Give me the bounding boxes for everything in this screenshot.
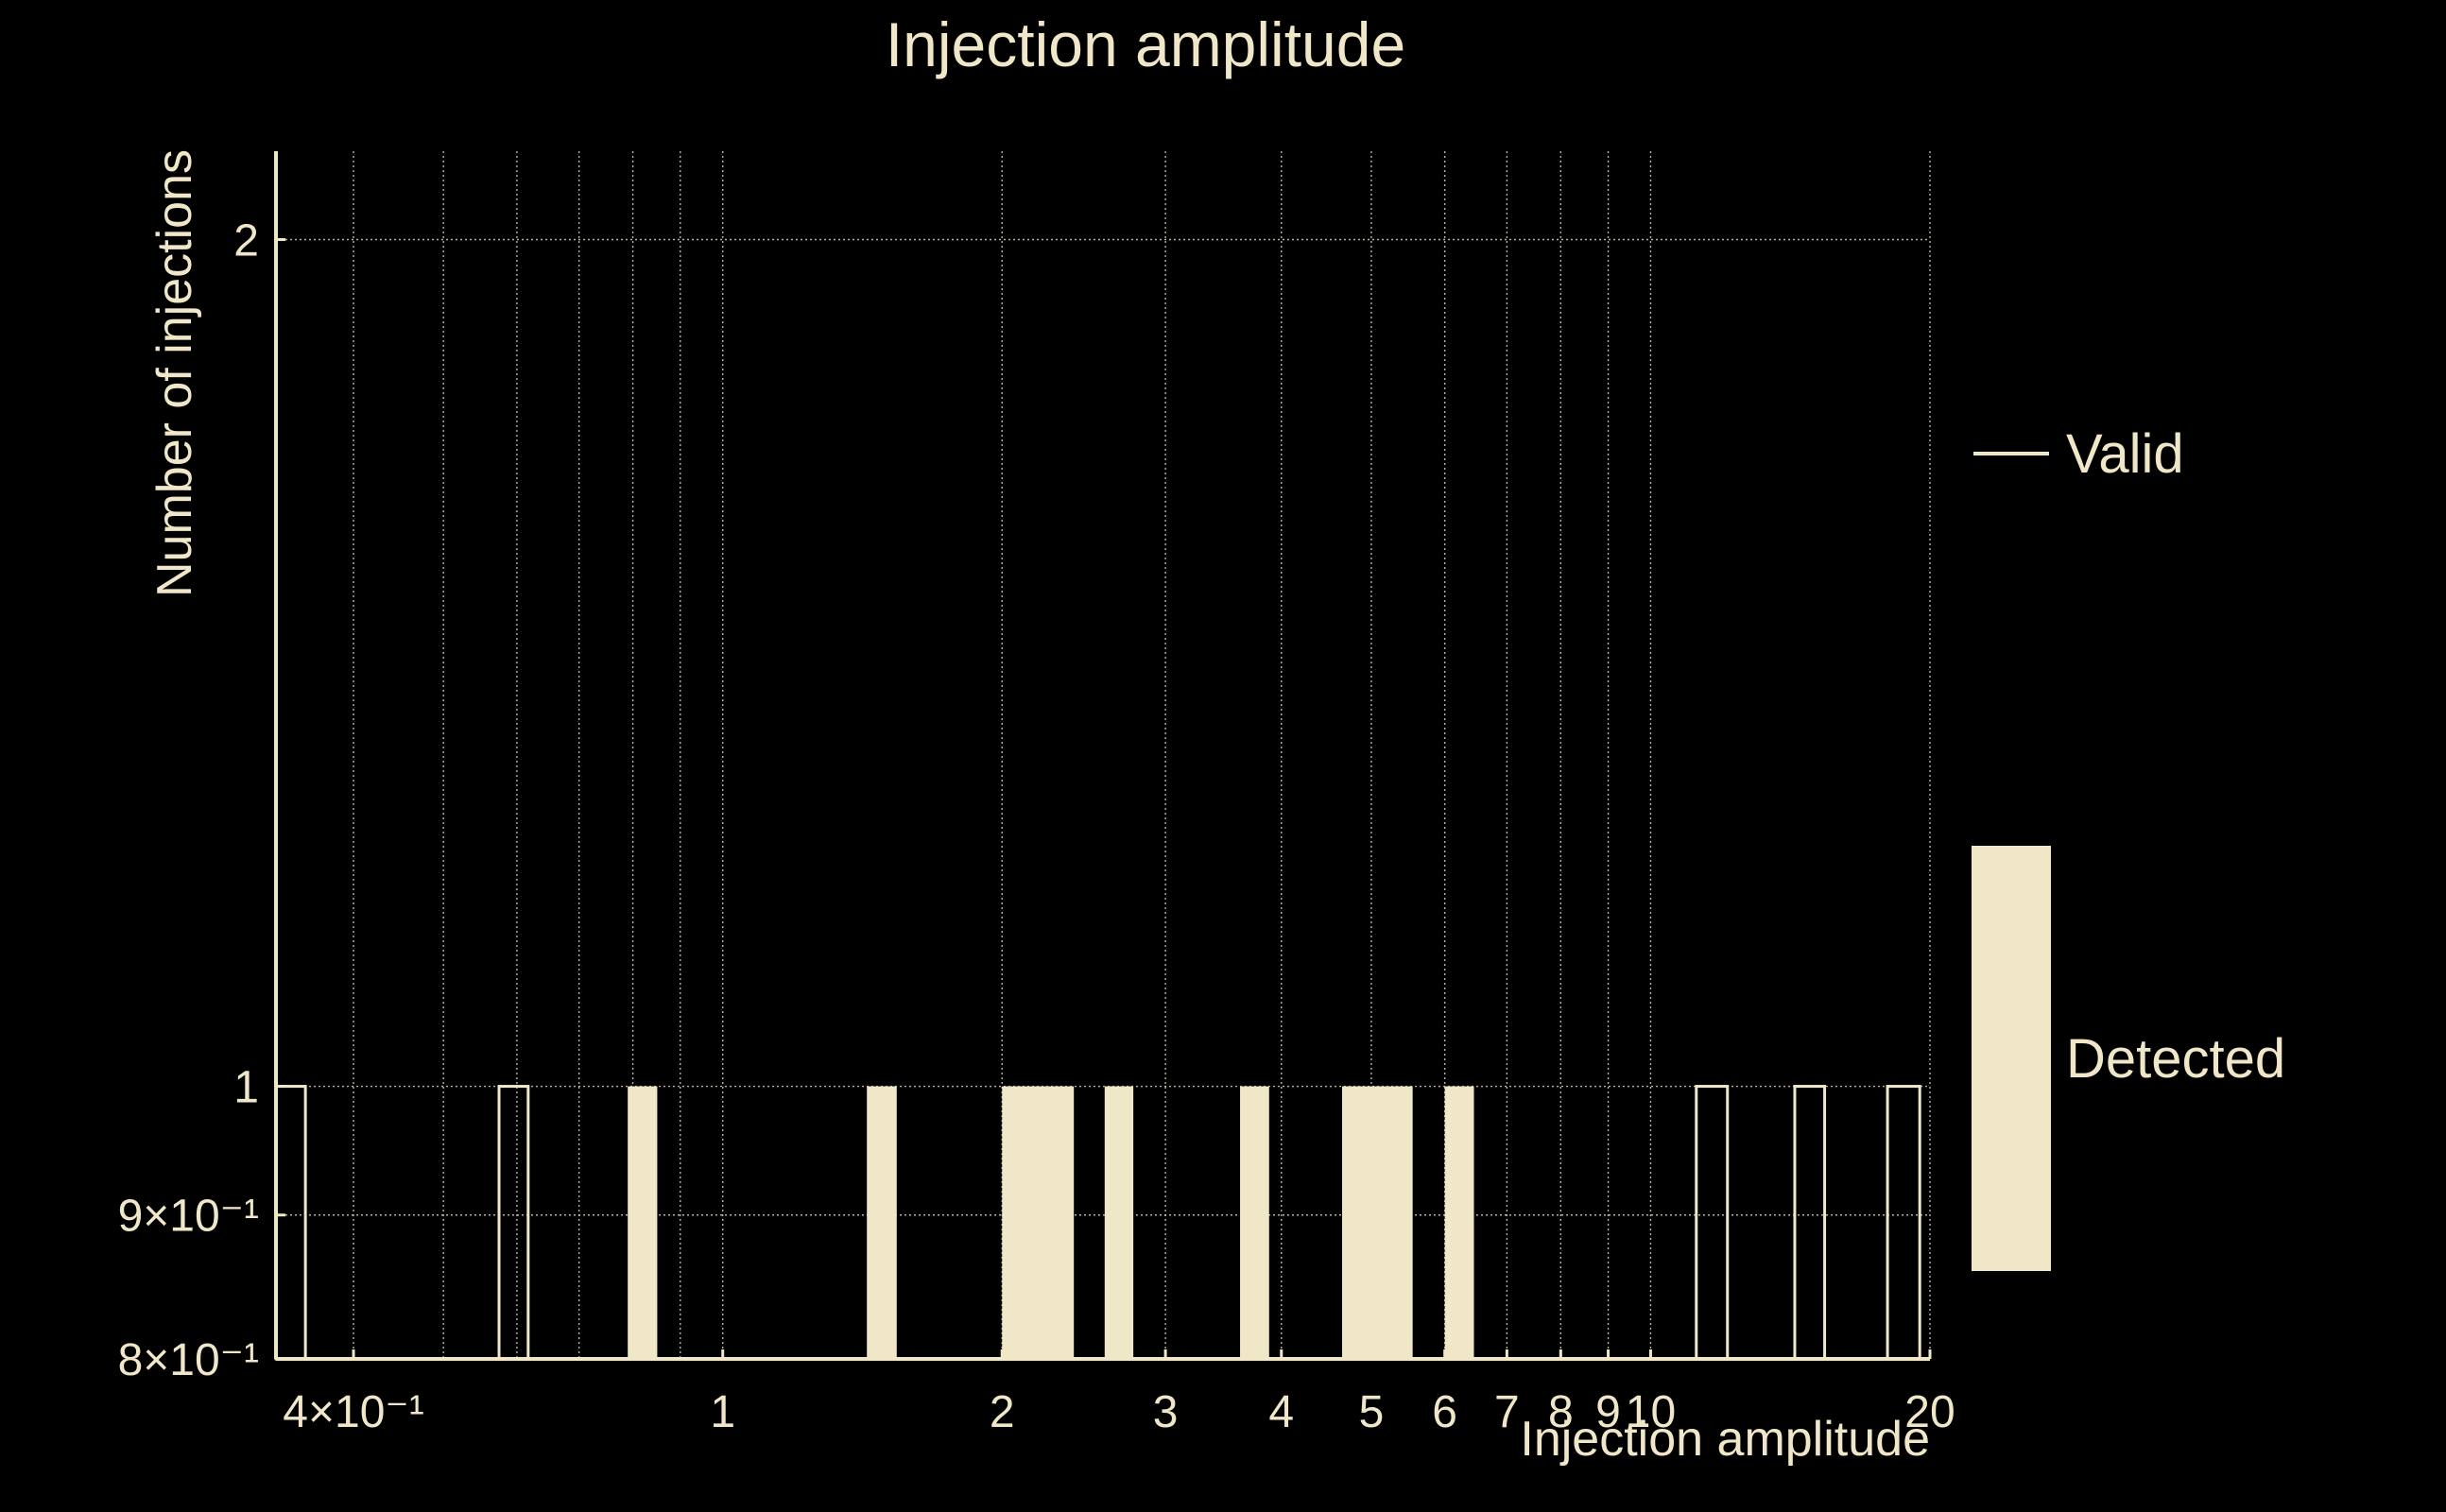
x-tick-label: 7	[1494, 1387, 1520, 1437]
x-tick-label: 6	[1432, 1387, 1457, 1437]
x-tick-label: 5	[1359, 1387, 1385, 1437]
detected-bar	[1240, 1086, 1269, 1359]
y-tick-label: 1	[233, 1063, 259, 1113]
x-tick-label: 4	[1268, 1387, 1294, 1437]
valid-bar	[1886, 1085, 1921, 1361]
x-tick-label: 20	[1904, 1387, 1955, 1437]
x-tick-label: 2	[990, 1387, 1015, 1437]
bars-layer	[274, 1085, 1921, 1361]
detected-bar	[867, 1086, 897, 1359]
valid-bar	[1695, 1085, 1730, 1361]
axes-layer	[274, 151, 1930, 1361]
detected-bar	[1444, 1086, 1474, 1359]
chart-title: Injection amplitude	[886, 9, 1405, 79]
detected-bar	[1002, 1086, 1075, 1359]
ticks-layer: 4×10⁻¹ 1 2 3 4 5 6 7 8 9 10 20 8×10⁻¹ 9×10⁻¹ 1 2	[118, 215, 1955, 1437]
x-tick-label: 3	[1153, 1387, 1179, 1437]
legend: Valid Detected	[1972, 423, 2285, 1271]
x-tick-label: 10	[1626, 1387, 1676, 1437]
legend-detected-swatch	[1972, 846, 2051, 1271]
x-tick-label: 1	[710, 1387, 735, 1437]
valid-bar	[1793, 1085, 1827, 1361]
legend-detected-label: Detected	[2066, 1028, 2285, 1090]
detected-bar	[1104, 1086, 1134, 1359]
detected-bar	[628, 1086, 658, 1359]
y-tick-label: 9×10⁻¹	[118, 1192, 259, 1242]
detected-bar	[1341, 1086, 1413, 1359]
legend-valid-label: Valid	[2066, 423, 2184, 485]
x-tick-label: 4×10⁻¹	[283, 1387, 423, 1437]
y-tick-label: 8×10⁻¹	[118, 1335, 259, 1385]
valid-bar	[274, 1085, 307, 1361]
y-axis-label: Number of injections	[147, 149, 202, 597]
x-tick-label: 8	[1548, 1387, 1574, 1437]
x-axis-label: Injection amplitude	[1520, 1412, 1930, 1467]
grid-layer	[276, 151, 1931, 1360]
x-tick-label: 9	[1595, 1387, 1621, 1437]
y-tick-label: 2	[233, 215, 259, 266]
valid-bar	[497, 1085, 530, 1361]
